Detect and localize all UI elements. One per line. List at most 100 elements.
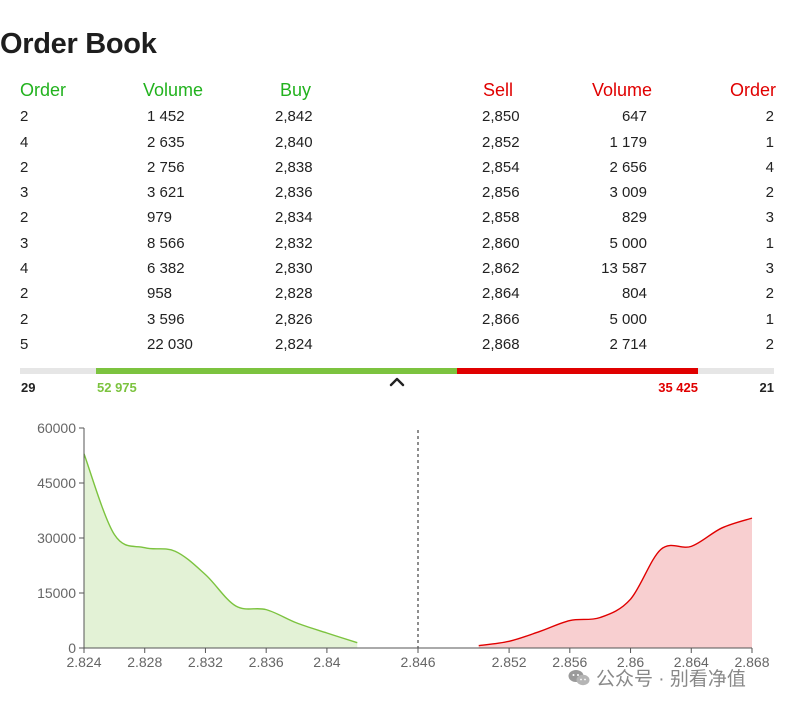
chevron-up-icon[interactable] bbox=[388, 374, 406, 388]
cell-buy-order: 4 bbox=[20, 133, 29, 151]
wechat-icon bbox=[568, 669, 590, 685]
total-buy-volume: 52 975 bbox=[97, 380, 137, 395]
cell-buy-price: 2,826 bbox=[275, 310, 313, 328]
depth-chart: 0 15000 30000 45000 60000 2.824 2.828 2.832 2.83… bbox=[37, 420, 770, 670]
cell-sell-volume: 5 000 bbox=[609, 310, 647, 328]
cell-buy-price: 2,840 bbox=[275, 133, 313, 151]
watermark: 公众号 · 别看净值 bbox=[568, 664, 746, 691]
cell-buy-order: 2 bbox=[20, 158, 29, 176]
x-tick-label: 2.852 bbox=[492, 654, 527, 670]
table-row: 2 979 2,834 2,858 829 3 bbox=[0, 206, 780, 231]
cell-buy-price: 2,828 bbox=[275, 285, 313, 303]
x-tick-label: 2.856 bbox=[552, 654, 587, 670]
buy-depth-area bbox=[84, 453, 358, 648]
cell-buy-price: 2,842 bbox=[275, 108, 313, 126]
x-tick-label: 2.828 bbox=[127, 654, 162, 670]
cell-sell-order: 3 bbox=[765, 260, 774, 278]
y-tick-label: 60000 bbox=[37, 420, 76, 436]
table-row: 3 3 621 2,836 2,856 3 009 2 bbox=[0, 181, 780, 206]
buy-volume-bar bbox=[96, 368, 457, 374]
total-sell-orders: 21 bbox=[759, 380, 774, 395]
cell-buy-order: 2 bbox=[20, 285, 29, 303]
cell-sell-volume: 1 179 bbox=[609, 133, 647, 151]
table-row: 4 2 635 2,840 2,852 1 179 1 bbox=[0, 131, 780, 156]
cell-sell-order: 4 bbox=[765, 158, 774, 176]
table-row: 2 2 756 2,838 2,854 2 656 4 bbox=[0, 156, 780, 181]
x-tick-label: 2.86 bbox=[617, 654, 644, 670]
cell-buy-order: 5 bbox=[20, 335, 29, 353]
y-tick-label: 15000 bbox=[37, 585, 76, 601]
y-tick-label: 45000 bbox=[37, 475, 76, 491]
cell-buy-price: 2,832 bbox=[275, 234, 313, 252]
watermark-text: 公众号 · 别看净值 bbox=[596, 669, 746, 690]
cell-sell-price: 2,852 bbox=[482, 133, 520, 151]
x-tick-label: 2.846 bbox=[400, 654, 435, 670]
cell-buy-volume: 6 382 bbox=[147, 260, 185, 278]
cell-sell-order: 2 bbox=[765, 184, 774, 202]
cell-buy-volume: 2 756 bbox=[147, 158, 185, 176]
header-buy-order: Order bbox=[20, 80, 67, 100]
sell-depth-area bbox=[478, 518, 752, 648]
cell-sell-price: 2,856 bbox=[482, 184, 520, 202]
cell-buy-price: 2,834 bbox=[275, 209, 313, 227]
cell-sell-price: 2,866 bbox=[482, 310, 520, 328]
cell-sell-order: 3 bbox=[765, 209, 774, 227]
cell-buy-order: 2 bbox=[20, 209, 29, 227]
total-sell-volume: 35 425 bbox=[658, 380, 698, 395]
cell-buy-price: 2,838 bbox=[275, 158, 313, 176]
table-row: 5 22 030 2,824 2,868 2 714 2 bbox=[0, 333, 780, 358]
cell-sell-volume: 2 714 bbox=[609, 335, 647, 353]
cell-sell-price: 2,864 bbox=[482, 285, 520, 303]
sell-volume-bar bbox=[457, 368, 698, 374]
x-tick-label: 2.84 bbox=[313, 654, 340, 670]
cell-buy-price: 2,830 bbox=[275, 260, 313, 278]
x-tick-label: 2.832 bbox=[188, 654, 223, 670]
table-row: 4 6 382 2,830 2,862 13 587 3 bbox=[0, 257, 780, 282]
cell-buy-volume: 2 635 bbox=[147, 133, 185, 151]
page-title: Order Book bbox=[0, 28, 157, 60]
total-buy-orders: 29 bbox=[21, 380, 36, 395]
table-row: 2 1 452 2,842 2,850 647 2 bbox=[0, 105, 780, 130]
cell-sell-order: 1 bbox=[765, 133, 774, 151]
cell-sell-volume: 2 656 bbox=[609, 158, 647, 176]
cell-sell-price: 2,850 bbox=[482, 108, 520, 126]
cell-buy-volume: 22 030 bbox=[147, 335, 193, 353]
cell-sell-price: 2,858 bbox=[482, 209, 520, 227]
cell-sell-price: 2,862 bbox=[482, 260, 520, 278]
cell-buy-order: 2 bbox=[20, 108, 29, 126]
cell-buy-volume: 8 566 bbox=[147, 234, 185, 252]
cell-sell-price: 2,854 bbox=[482, 158, 520, 176]
cell-sell-volume: 5 000 bbox=[609, 234, 647, 252]
header-buy-price: Buy bbox=[280, 80, 312, 100]
cell-sell-order: 2 bbox=[765, 335, 774, 353]
cell-sell-volume: 13 587 bbox=[601, 260, 647, 278]
table-row: 2 3 596 2,826 2,866 5 000 1 bbox=[0, 308, 780, 333]
header-sell-price: Sell bbox=[483, 80, 514, 100]
cell-buy-order: 2 bbox=[20, 310, 29, 328]
cell-buy-order: 3 bbox=[20, 184, 29, 202]
cell-sell-price: 2,868 bbox=[482, 335, 520, 353]
x-tick-label: 2.836 bbox=[249, 654, 284, 670]
cell-sell-order: 1 bbox=[765, 234, 774, 252]
buy-depth-line bbox=[83, 453, 358, 644]
y-tick-label: 30000 bbox=[37, 530, 76, 546]
cell-sell-price: 2,860 bbox=[482, 234, 520, 252]
x-tick-label: 2.824 bbox=[66, 654, 101, 670]
cell-buy-volume: 3 596 bbox=[147, 310, 185, 328]
x-tick-label: 2.868 bbox=[734, 654, 769, 670]
cell-buy-price: 2,824 bbox=[275, 335, 313, 353]
table-row: 2 958 2,828 2,864 804 2 bbox=[0, 282, 780, 307]
cell-buy-price: 2,836 bbox=[275, 184, 313, 202]
cell-sell-order: 1 bbox=[765, 310, 774, 328]
cell-buy-volume: 979 bbox=[147, 209, 173, 227]
x-tick-label: 2.864 bbox=[674, 654, 709, 670]
y-tick-label: 0 bbox=[68, 640, 76, 656]
header-sell-volume: Volume bbox=[591, 80, 652, 100]
cell-sell-volume: 804 bbox=[621, 285, 647, 303]
header-sell-order: Order bbox=[729, 80, 776, 100]
cell-sell-volume: 647 bbox=[621, 108, 647, 126]
cell-sell-order: 2 bbox=[765, 285, 774, 303]
sell-depth-line bbox=[478, 517, 753, 647]
cell-buy-order: 3 bbox=[20, 234, 29, 252]
